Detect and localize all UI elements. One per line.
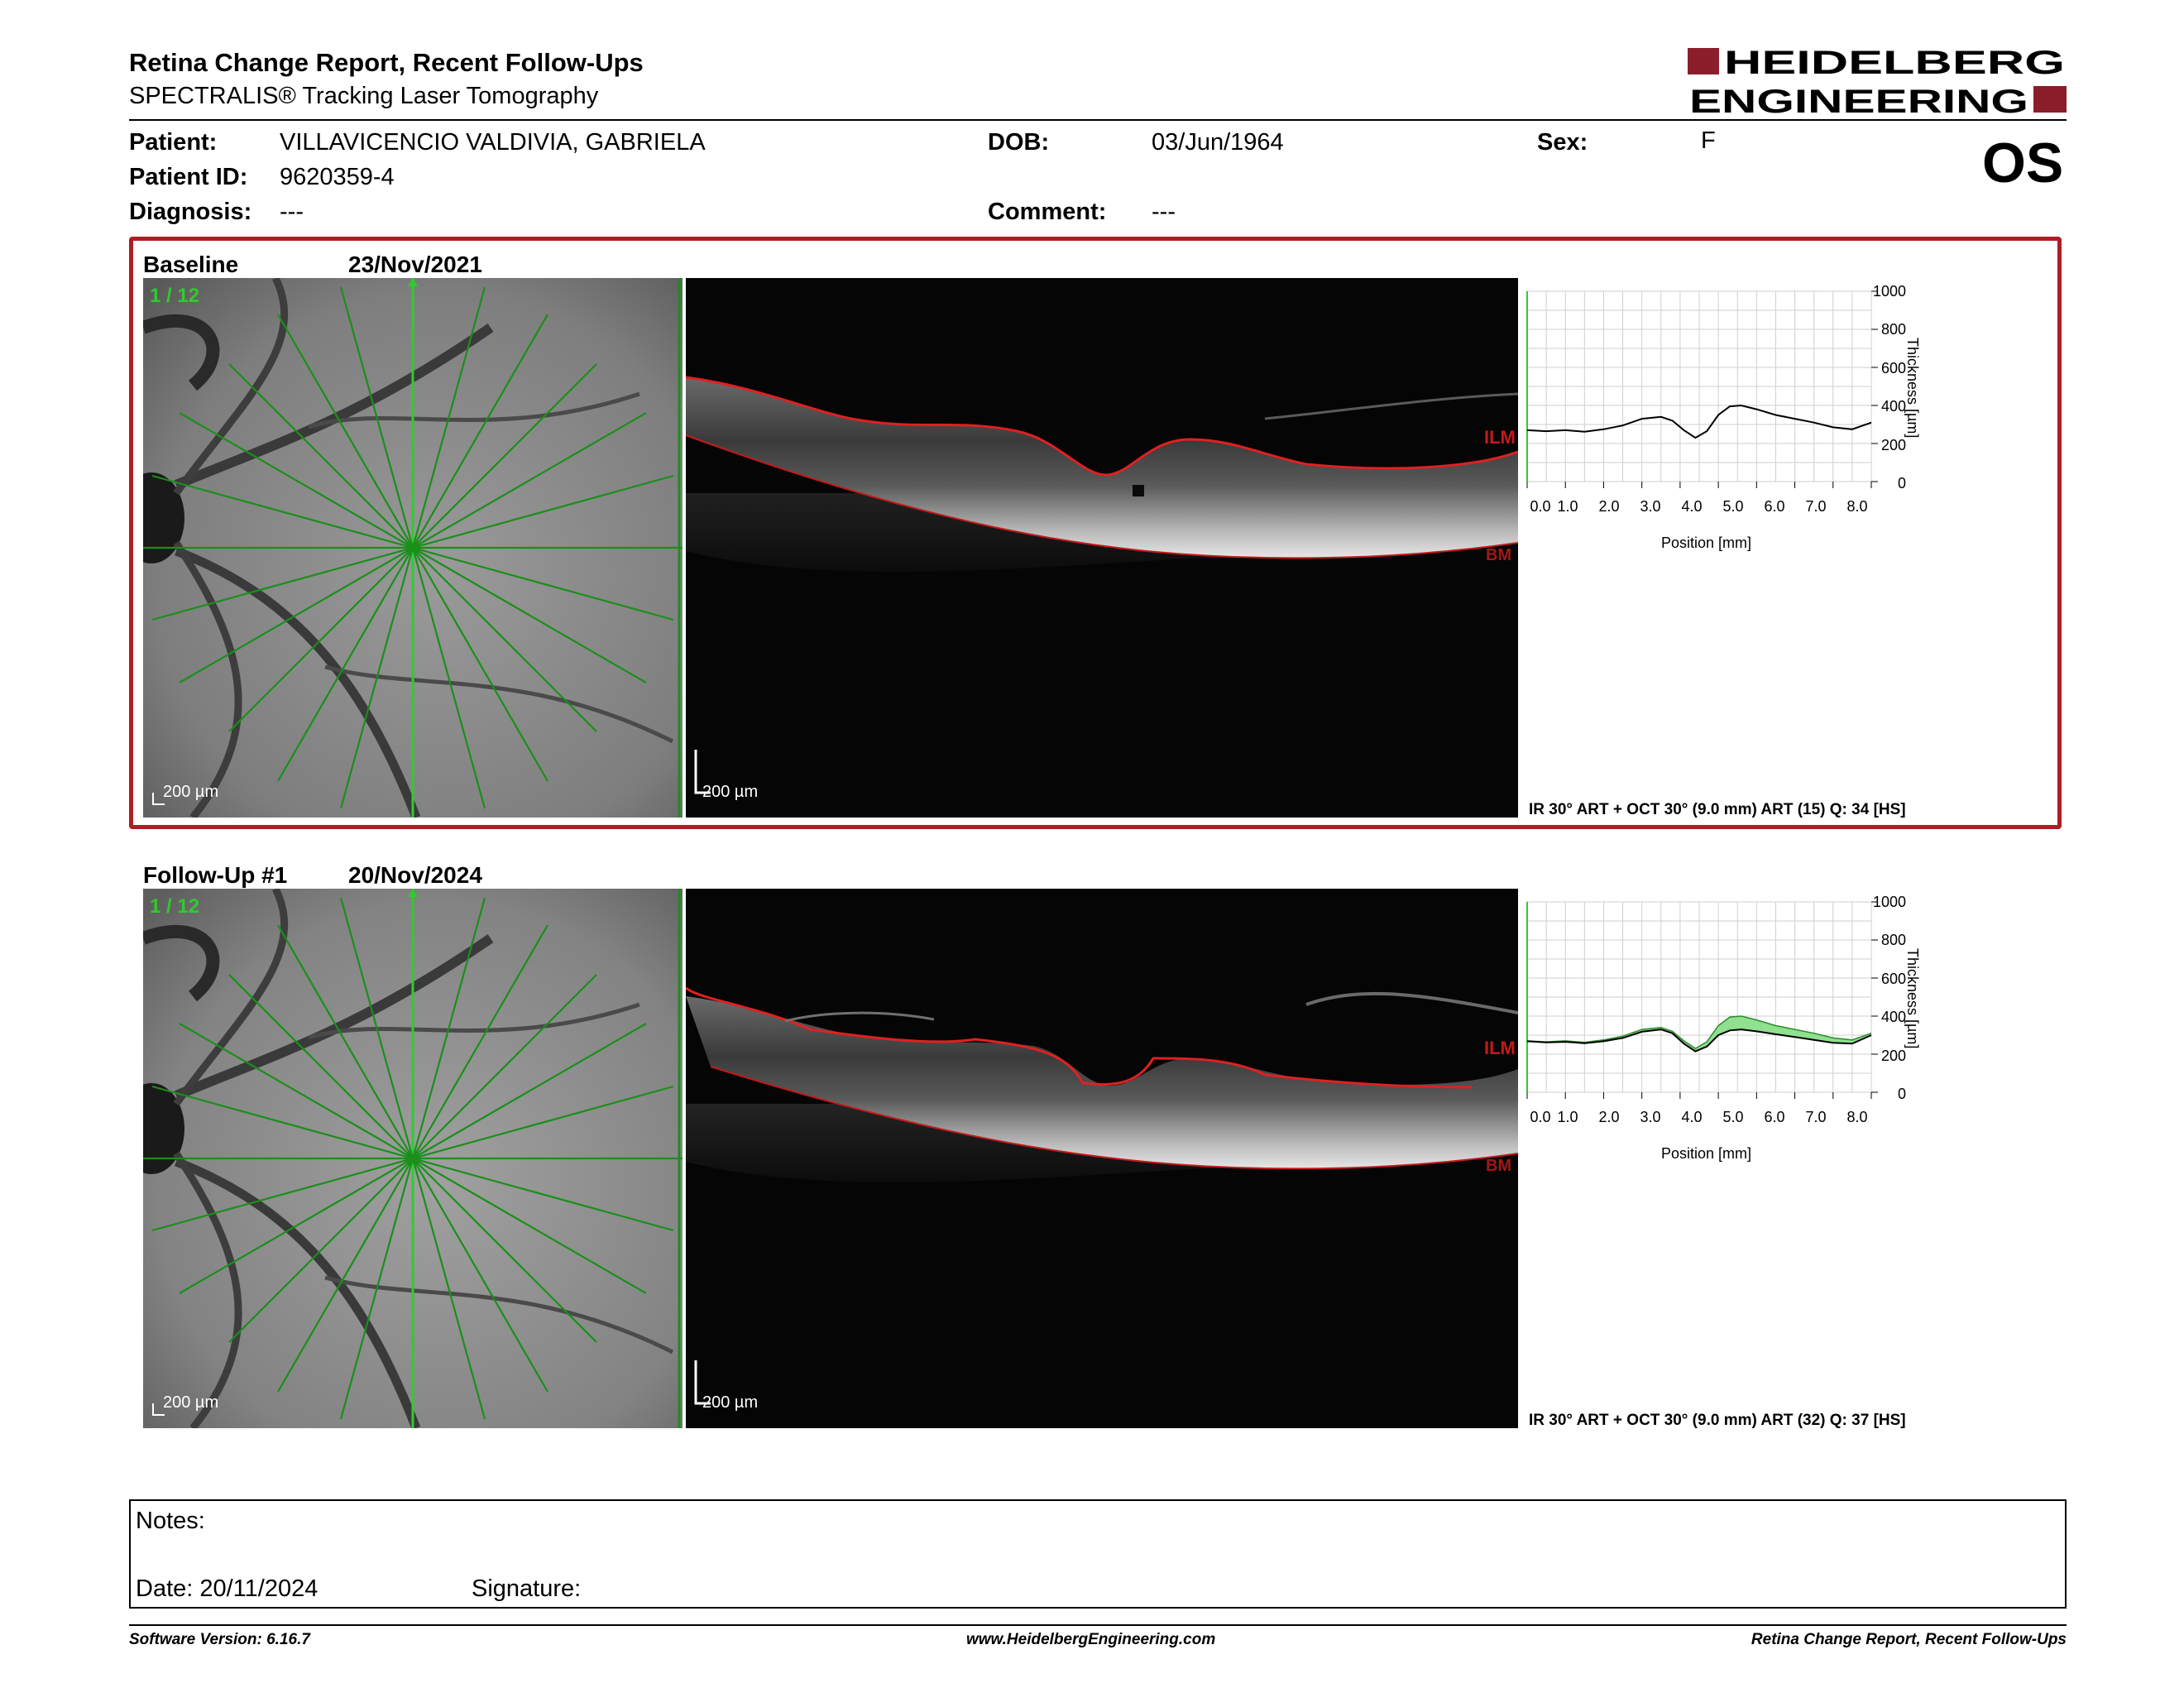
followup-fundus-image[interactable]: 1 / 12 200 µm [143, 889, 682, 1428]
xtick-label: 6.0 [1764, 498, 1784, 515]
notes-label: Notes: [136, 1508, 205, 1534]
heidelberg-logo: HEIDELBERG ENGINEERING [1688, 46, 2067, 117]
report-subtitle: SPECTRALIS® Tracking Laser Tomography [129, 83, 599, 109]
xtick-label: 8.0 [1846, 1109, 1867, 1125]
followup-scan-index: 1 / 12 [150, 895, 200, 918]
followup-date: 20/Nov/2024 [348, 862, 482, 888]
baseline-thickness-line [1526, 1015, 1872, 1049]
footer-software-version: Software Version: 6.16.7 [129, 1631, 310, 1648]
footer-website: www.HeidelbergEngineering.com [966, 1631, 1216, 1648]
followup-fundus-scale: 200 µm [163, 1393, 219, 1412]
xtick-label: 2.0 [1598, 498, 1619, 515]
baseline-plot-yticks: 1000 800 600 400 200 0 [1873, 283, 1906, 492]
signature-label: Signature: [472, 1575, 582, 1602]
ytick-label: 400 [1881, 398, 1906, 415]
followup-ilm-label: ILM [1484, 1038, 1516, 1058]
xtick-label: 0.0 [1530, 498, 1550, 515]
followup-label: Follow-Up #1 [143, 862, 288, 888]
diagnosis-label: Diagnosis: [129, 199, 252, 225]
xtick-label: 4.0 [1681, 1109, 1702, 1125]
followup-radial-scan-pattern [143, 889, 682, 1428]
header-divider [129, 119, 2067, 121]
baseline-plot-xticks: 0.0 1.0 2.0 3.0 4.0 5.0 6.0 7.0 8.0 [1530, 498, 1867, 515]
baseline-selected-frame [129, 237, 2062, 829]
ytick-label: 0 [1898, 1086, 1906, 1102]
xtick-label: 1.0 [1557, 498, 1578, 515]
xtick-label: 2.0 [1598, 1109, 1619, 1125]
baseline-plot-grid [1526, 290, 1878, 488]
logo-line1: HEIDELBERG [1724, 46, 2065, 81]
xtick-label: 5.0 [1722, 1109, 1743, 1125]
followup-plot-ylabel: Thickness [µm] [1904, 948, 1921, 1048]
thickness-change-area [1527, 1016, 1871, 1052]
ytick-label: 1000 [1873, 894, 1906, 910]
baseline-bscan-scale: 200 µm [702, 783, 759, 801]
ytick-label: 200 [1881, 1048, 1906, 1064]
logo-line2: ENGINEERING [1689, 84, 2028, 117]
diagnosis-value: --- [280, 199, 304, 225]
footer-report-name: Retina Change Report, Recent Follow-Ups [1751, 1631, 2067, 1648]
baseline-ilm-label: ILM [1484, 427, 1516, 448]
baseline-date: 23/Nov/2021 [348, 252, 482, 277]
notes-date: Date: 20/11/2024 [136, 1575, 318, 1602]
dob-value: 03/Jun/1964 [1152, 129, 1284, 156]
comment-label: Comment: [988, 199, 1107, 225]
baseline-thickness-plot: Thickness [µm] Position [mm] 1000 800 60… [1526, 283, 1921, 551]
baseline-fundus-image[interactable]: 1 / 12 200 µm [143, 278, 682, 818]
baseline-thickness-line [1526, 404, 1872, 439]
baseline-scan-info: IR 30° ART + OCT 30° (9.0 mm) ART (15) Q… [1529, 801, 1906, 818]
xtick-label: 3.0 [1640, 1109, 1660, 1125]
patient-label: Patient: [129, 129, 218, 156]
followup-thickness-line [1526, 1029, 1872, 1053]
followup-thickness-plot: Thickness [µm] Position [mm] 1000 800 60… [1526, 894, 1921, 1162]
followup-plot-xlabel: Position [mm] [1661, 1145, 1751, 1162]
baseline-label: Baseline [143, 252, 239, 277]
followup-bscan-scale: 200 µm [702, 1393, 759, 1412]
ytick-label: 600 [1881, 971, 1906, 987]
xtick-label: 5.0 [1722, 498, 1743, 515]
sex-label: Sex: [1537, 129, 1588, 156]
baseline-plot-ylabel: Thickness [µm] [1904, 338, 1921, 438]
followup-plot-grid [1526, 901, 1878, 1099]
ytick-label: 1000 [1873, 283, 1906, 300]
xtick-label: 0.0 [1530, 1109, 1550, 1125]
xtick-label: 7.0 [1805, 498, 1826, 515]
patient-id: 9620359-4 [280, 164, 395, 190]
patient-id-label: Patient ID: [129, 164, 248, 190]
baseline-plot-xlabel: Position [mm] [1661, 535, 1751, 551]
xtick-label: 8.0 [1846, 498, 1867, 515]
comment-value: --- [1152, 199, 1176, 225]
dob-label: DOB: [988, 129, 1050, 156]
baseline-radial-scan-pattern [143, 278, 682, 818]
followup-plot-xticks: 0.0 1.0 2.0 3.0 4.0 5.0 6.0 7.0 8.0 [1530, 1109, 1867, 1125]
sex-value: F [1701, 127, 1716, 154]
ytick-label: 800 [1881, 932, 1906, 948]
followup-bscan-image[interactable]: ILM BM 200 µm [686, 889, 1518, 1428]
ytick-label: 200 [1881, 437, 1906, 453]
followup-bm-label: BM [1486, 1157, 1512, 1175]
ytick-label: 800 [1881, 321, 1906, 338]
xtick-label: 4.0 [1681, 498, 1702, 515]
ytick-label: 0 [1898, 475, 1906, 492]
baseline-scan-index: 1 / 12 [150, 285, 200, 307]
ytick-label: 400 [1881, 1009, 1906, 1025]
notes-box[interactable]: Notes: Date: 20/11/2024 Signature: [129, 1499, 2067, 1609]
baseline-fundus-scale: 200 µm [163, 783, 219, 801]
xtick-label: 7.0 [1805, 1109, 1826, 1125]
ytick-label: 600 [1881, 360, 1906, 376]
patient-name: VILLAVICENCIO VALDIVIA, GABRIELA [280, 129, 706, 156]
baseline-bscan-image[interactable]: ILM BM 200 µm [686, 278, 1518, 818]
xtick-label: 6.0 [1764, 1109, 1784, 1125]
footer-divider [129, 1624, 2067, 1626]
eye-laterality: OS [1982, 132, 2064, 194]
followup-scan-info: IR 30° ART + OCT 30° (9.0 mm) ART (32) Q… [1529, 1412, 1906, 1429]
baseline-bm-label: BM [1486, 546, 1512, 564]
xtick-label: 1.0 [1557, 1109, 1578, 1125]
xtick-label: 3.0 [1640, 498, 1660, 515]
report-title: Retina Change Report, Recent Follow-Ups [129, 48, 644, 77]
followup-plot-yticks: 1000 800 600 400 200 0 [1873, 894, 1906, 1102]
